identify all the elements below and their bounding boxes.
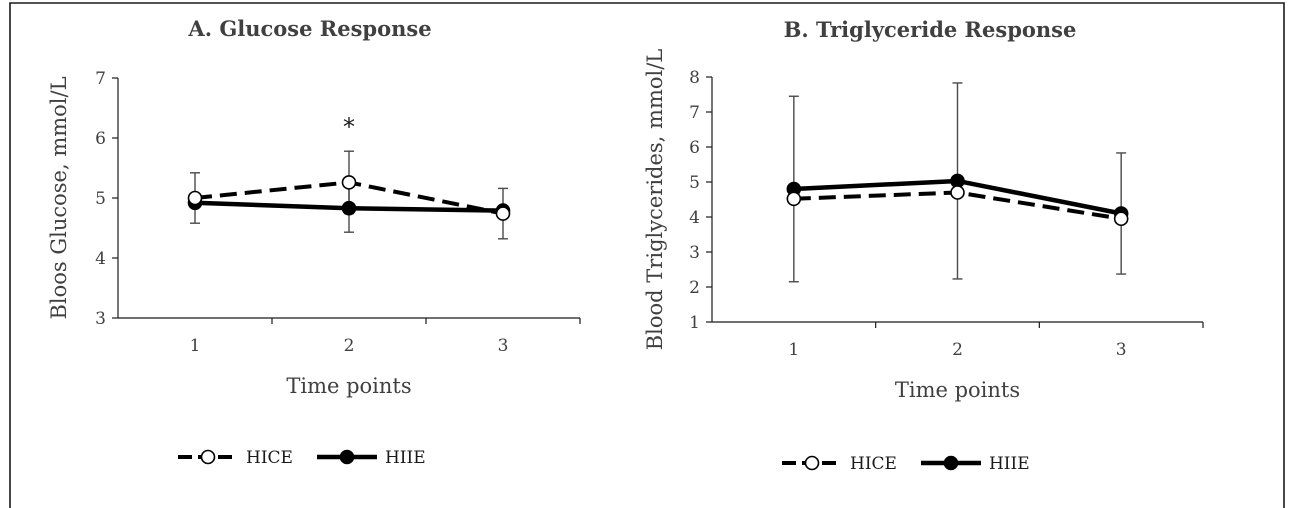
triglyceride-chart: B. Triglyceride Response 1 2 3 4 5 6 7 8 1 2 3 Time …	[643, 17, 1204, 474]
point-hice	[341, 175, 357, 190]
y-tick-label: 2	[689, 278, 700, 298]
legend-marker-hiie	[943, 455, 959, 471]
glucose-x-axis-label: Time points	[286, 374, 411, 398]
glucose-chart-title: A. Glucose Response	[187, 16, 431, 41]
y-tick-label: 1	[689, 313, 700, 333]
y-tick-label: 5	[689, 173, 700, 193]
legend-marker-hice	[804, 455, 820, 471]
y-tick-label: 6	[95, 129, 106, 149]
point-hice	[187, 190, 203, 206]
point-hiie	[341, 200, 357, 216]
x-tick-label: 1	[788, 340, 799, 360]
glucose-chart: A. Glucose Response 3 4 5 6 7 1 2 3 Time points Bl…	[47, 16, 581, 468]
triglyceride-x-axis-label: Time points	[895, 378, 1020, 402]
y-tick-label: 3	[689, 243, 700, 263]
point-hice	[950, 185, 965, 200]
x-tick-label: 3	[1116, 340, 1127, 360]
legend-marker-hiie	[339, 449, 355, 465]
x-tick-label: 2	[952, 340, 963, 360]
y-tick-label: 8	[689, 68, 700, 88]
x-tick-label: 1	[190, 336, 201, 356]
figure-frame	[9, 2, 1285, 508]
y-tick-label: 7	[689, 103, 700, 123]
triglyceride-chart-title: B. Triglyceride Response	[784, 17, 1077, 42]
triglyceride-y-axis-label: Blood Triglycerides, mmol/L	[643, 49, 667, 351]
point-hice	[1113, 211, 1129, 227]
point-hice	[786, 191, 802, 207]
y-tick-label: 3	[95, 309, 106, 329]
legend-marker-hice	[200, 449, 216, 465]
x-tick-label: 2	[344, 336, 355, 356]
y-tick-label: 6	[689, 138, 700, 158]
legend-label-hiie: HIIE	[989, 454, 1030, 474]
glucose-y-axis-label: Bloos Glucose, mmol/L	[47, 76, 71, 319]
y-tick-label: 5	[95, 189, 106, 209]
significance-marker: *	[343, 113, 355, 141]
point-hice	[495, 206, 511, 221]
legend-label-hice: HICE	[850, 454, 897, 474]
legend-label-hice: HICE	[246, 448, 293, 468]
y-tick-label: 4	[689, 208, 700, 228]
y-tick-label: 7	[95, 69, 106, 89]
x-tick-label: 3	[498, 336, 509, 356]
y-tick-label: 4	[95, 249, 106, 269]
legend-label-hiie: HIIE	[385, 448, 426, 468]
